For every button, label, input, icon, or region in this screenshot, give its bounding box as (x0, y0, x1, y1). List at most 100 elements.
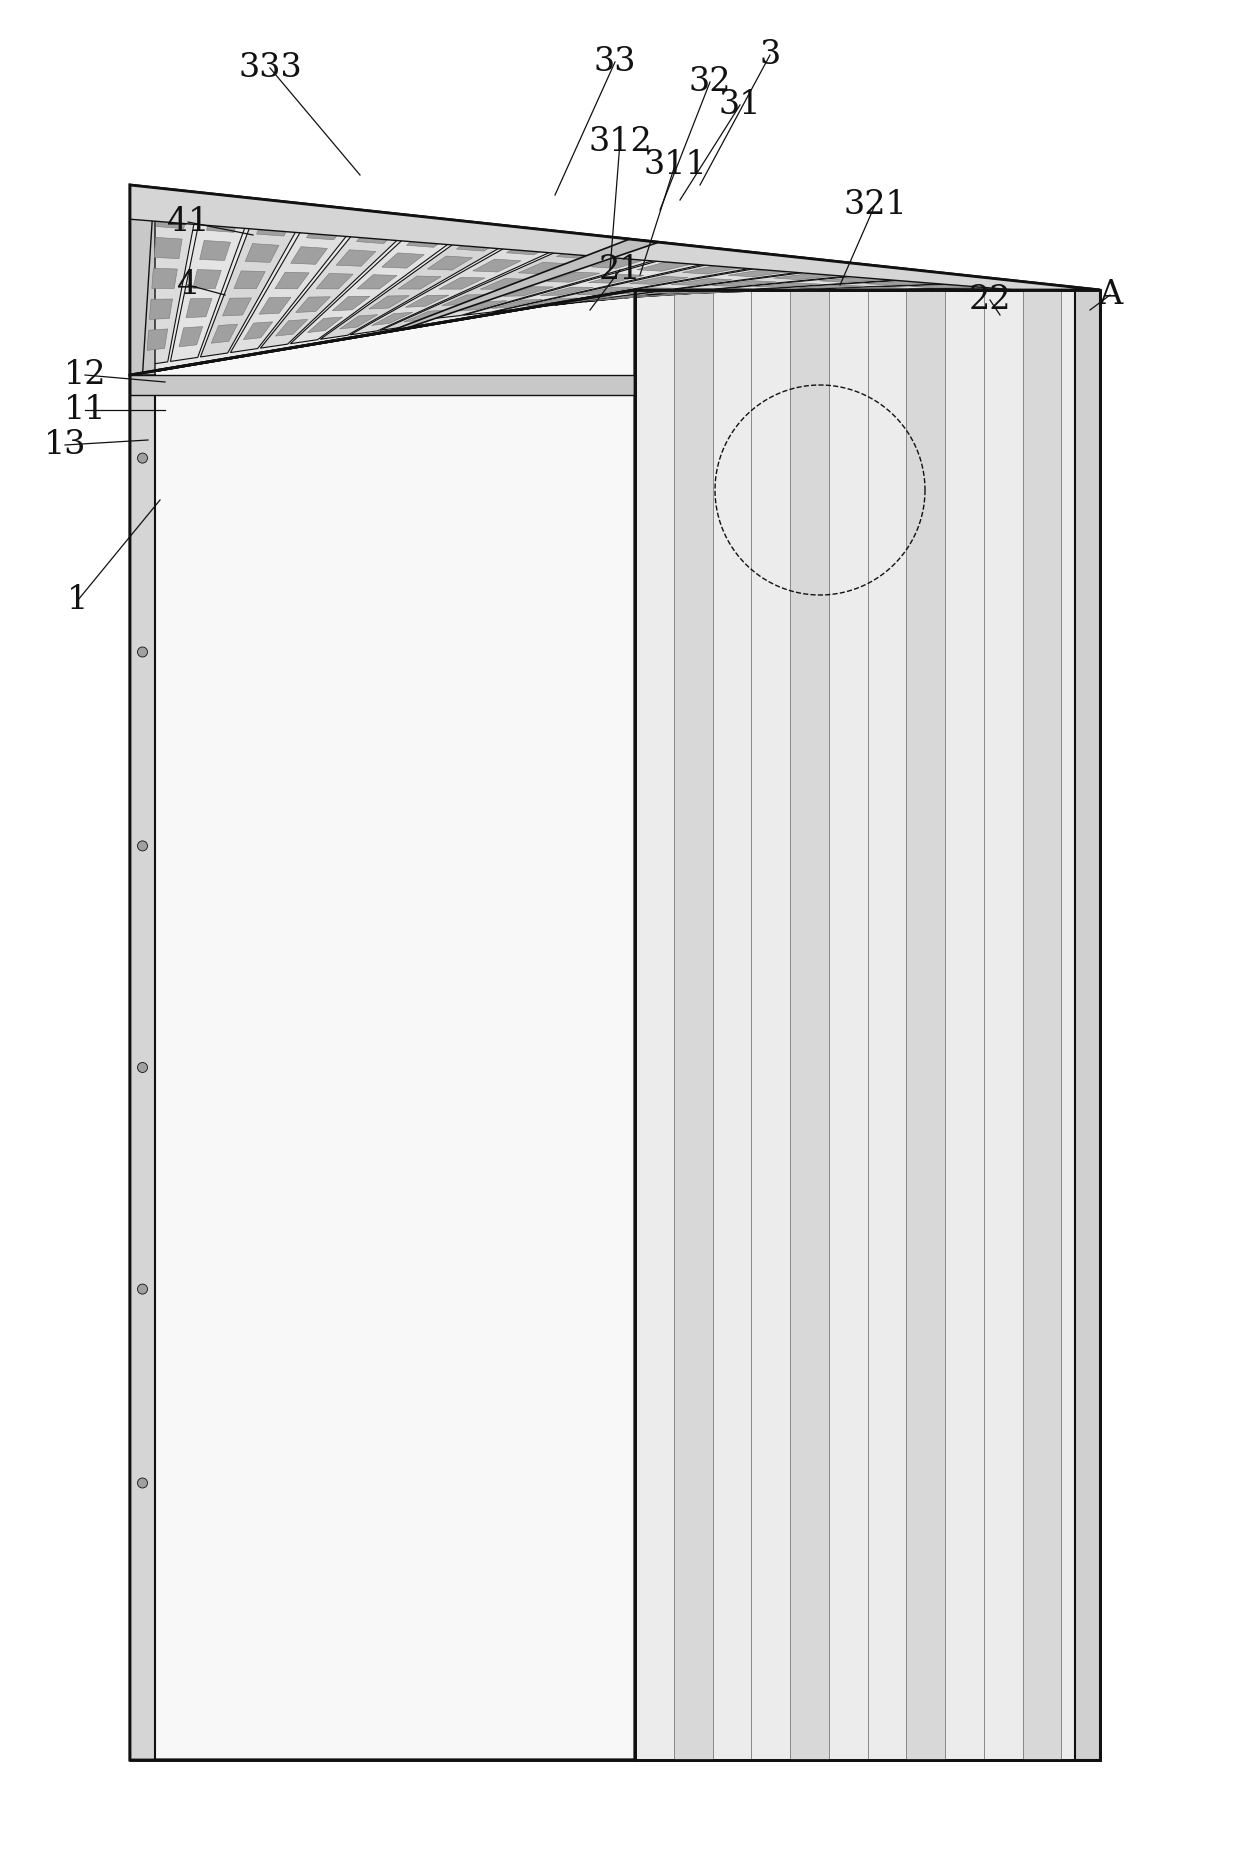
Polygon shape (655, 292, 719, 296)
Polygon shape (151, 268, 177, 288)
Text: 21: 21 (599, 255, 641, 286)
Polygon shape (246, 243, 279, 262)
Polygon shape (207, 212, 239, 232)
Polygon shape (464, 249, 749, 314)
Polygon shape (356, 227, 398, 243)
Polygon shape (585, 271, 957, 301)
Polygon shape (459, 301, 507, 311)
Polygon shape (407, 230, 451, 247)
Polygon shape (148, 329, 167, 350)
Polygon shape (910, 285, 986, 288)
Circle shape (138, 1479, 148, 1488)
Polygon shape (382, 253, 424, 268)
Polygon shape (428, 256, 472, 270)
Polygon shape (275, 320, 308, 337)
Polygon shape (712, 281, 776, 286)
Polygon shape (243, 322, 273, 339)
Polygon shape (222, 298, 252, 316)
Polygon shape (156, 206, 187, 228)
Polygon shape (589, 296, 649, 301)
Polygon shape (140, 210, 196, 365)
Polygon shape (724, 288, 792, 292)
Polygon shape (340, 314, 378, 329)
Polygon shape (577, 288, 632, 294)
Polygon shape (398, 275, 441, 288)
Circle shape (138, 1063, 148, 1073)
Polygon shape (441, 294, 489, 305)
Polygon shape (686, 249, 745, 258)
Polygon shape (332, 296, 370, 311)
Polygon shape (179, 326, 202, 346)
Polygon shape (405, 296, 449, 307)
Polygon shape (687, 290, 755, 294)
Polygon shape (557, 296, 614, 303)
Polygon shape (735, 255, 799, 264)
Text: 11: 11 (63, 393, 107, 427)
Text: 311: 311 (644, 150, 707, 182)
Polygon shape (154, 238, 182, 258)
Polygon shape (170, 213, 248, 361)
Polygon shape (257, 217, 293, 236)
Polygon shape (985, 283, 1061, 286)
Polygon shape (472, 258, 521, 271)
Polygon shape (622, 294, 684, 298)
Polygon shape (682, 266, 743, 273)
Polygon shape (506, 241, 557, 255)
Text: 33: 33 (594, 47, 636, 79)
Polygon shape (130, 185, 1100, 290)
Polygon shape (306, 221, 346, 240)
Polygon shape (635, 243, 693, 255)
Polygon shape (630, 277, 688, 285)
Polygon shape (525, 260, 853, 309)
Polygon shape (404, 311, 448, 322)
Polygon shape (754, 283, 820, 286)
Polygon shape (635, 290, 1100, 1760)
Polygon shape (547, 271, 600, 283)
Circle shape (138, 1284, 148, 1294)
Polygon shape (150, 300, 172, 320)
Polygon shape (231, 223, 353, 352)
Polygon shape (728, 270, 791, 277)
Polygon shape (518, 262, 569, 273)
Polygon shape (381, 247, 615, 329)
Text: 333: 333 (238, 52, 301, 84)
Polygon shape (503, 286, 553, 296)
Polygon shape (651, 288, 713, 294)
Polygon shape (885, 271, 956, 277)
Text: 31: 31 (719, 90, 761, 122)
Polygon shape (200, 240, 231, 260)
Polygon shape (130, 374, 155, 1760)
Polygon shape (836, 286, 909, 290)
Polygon shape (290, 232, 458, 344)
Text: 32: 32 (688, 66, 732, 97)
Polygon shape (1075, 290, 1100, 1760)
Polygon shape (646, 283, 1061, 296)
Polygon shape (557, 245, 610, 258)
Polygon shape (275, 271, 309, 288)
Polygon shape (193, 270, 221, 288)
Polygon shape (234, 271, 265, 288)
Polygon shape (906, 290, 945, 1760)
Polygon shape (130, 185, 155, 374)
Polygon shape (290, 247, 327, 264)
Polygon shape (494, 255, 801, 313)
Polygon shape (130, 290, 635, 1760)
Polygon shape (130, 185, 154, 374)
Polygon shape (1023, 290, 1061, 1760)
Polygon shape (368, 296, 409, 309)
Text: 1: 1 (67, 584, 88, 616)
Polygon shape (671, 279, 732, 285)
Polygon shape (456, 236, 505, 251)
Polygon shape (492, 300, 543, 309)
Text: 3: 3 (759, 39, 781, 71)
Text: 41: 41 (167, 206, 210, 238)
Polygon shape (391, 240, 658, 331)
Polygon shape (480, 279, 529, 290)
Polygon shape (935, 277, 1009, 283)
Polygon shape (864, 281, 936, 285)
Text: 13: 13 (43, 429, 87, 461)
Polygon shape (130, 374, 635, 395)
Polygon shape (130, 185, 1100, 374)
Polygon shape (186, 298, 212, 318)
Circle shape (138, 453, 148, 462)
